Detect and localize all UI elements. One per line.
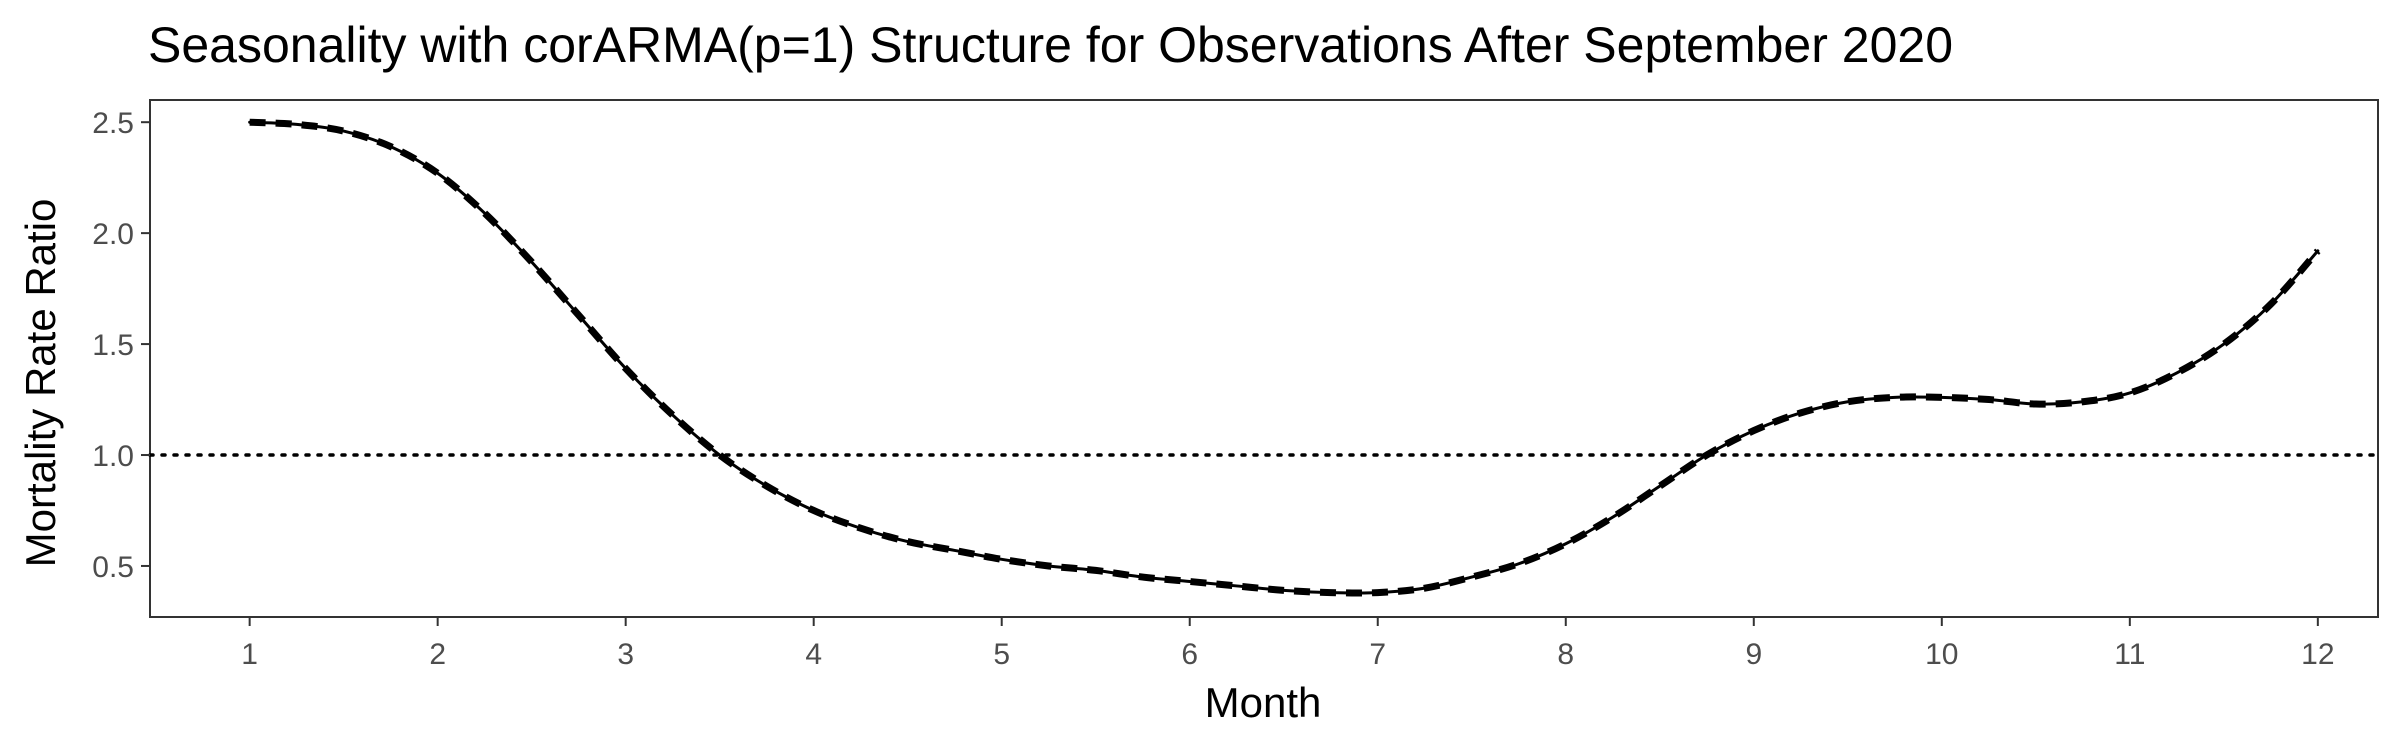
chart-title: Seasonality with corARMA(p=1) Structure …	[148, 17, 1953, 73]
y-tick-label: 1.5	[92, 329, 134, 362]
y-axis-label: Mortality Rate Ratio	[17, 199, 64, 568]
x-tick-label: 5	[993, 638, 1010, 671]
x-tick-label: 12	[2301, 638, 2334, 671]
x-tick-label: 6	[1181, 638, 1198, 671]
series-line-dashed	[249, 118, 2321, 597]
x-tick-label: 4	[805, 638, 822, 671]
x-tick-label: 10	[1925, 638, 1958, 671]
y-axis: 0.5 1.0 1.5 2.0 2.5	[92, 107, 150, 584]
y-tick-label: 1.0	[92, 440, 134, 473]
x-tick-label: 9	[1745, 638, 1762, 671]
x-axis-label: Month	[1205, 679, 1322, 726]
x-tick-label: 1	[241, 638, 258, 671]
x-tick-label: 3	[617, 638, 634, 671]
x-tick-label: 8	[1557, 638, 1574, 671]
plot-panel-border	[149, 99, 2379, 618]
x-axis: 1 2 3 4 5 6 7 8 9 10 11 12	[241, 617, 2335, 671]
x-tick-label: 7	[1369, 638, 1386, 671]
x-tick-label: 2	[429, 638, 446, 671]
y-tick-label: 2.0	[92, 218, 134, 251]
x-tick-label: 11	[2114, 638, 2145, 671]
y-tick-label: 0.5	[92, 551, 134, 584]
plot-area	[148, 99, 2380, 618]
y-tick-label: 2.5	[92, 107, 134, 140]
